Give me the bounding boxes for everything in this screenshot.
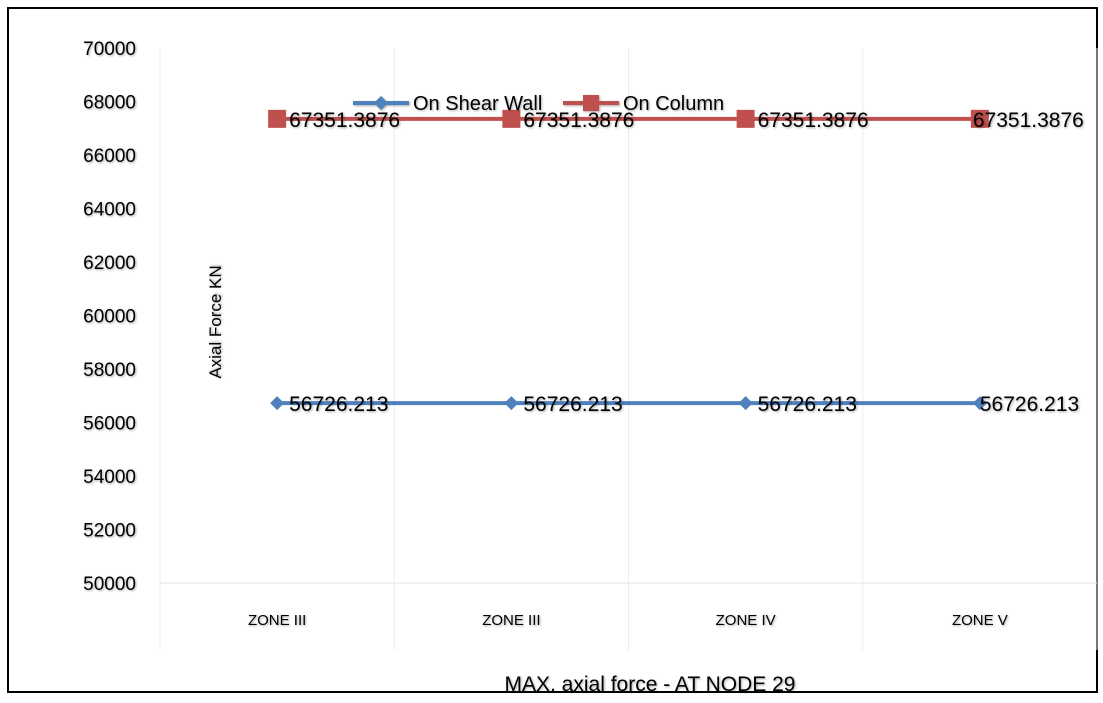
data-label: 67351.3876 [289,109,400,132]
data-point-diamond [504,396,519,411]
legend-marker-diamond [374,96,388,110]
y-tick-label: 64000 [83,200,136,221]
data-point-square [502,109,521,128]
data-label: 67351.3876 [523,109,634,132]
data-point-diamond [972,396,987,411]
y-tick-label: 54000 [83,467,136,488]
data-label: 56726.213 [523,393,622,416]
y-tick-label: 50000 [83,574,136,595]
y-tick-label: 56000 [83,414,136,435]
data-label: 67351.3876 [973,109,1084,132]
legend-label: On Column [623,93,724,115]
y-tick-label: 68000 [83,93,136,114]
x-tick-label: ZONE III [482,612,540,629]
data-point-diamond [270,396,285,411]
legend-marker-square [583,95,599,111]
x-tick-label: ZONE IV [716,612,776,629]
data-label: 67351.3876 [758,109,869,132]
y-tick-label: 66000 [83,146,136,167]
y-tick-label: 52000 [83,521,136,542]
data-label: 56726.213 [758,393,857,416]
y-axis-title: Axial Force KN [206,265,225,378]
y-tick-label: 62000 [83,253,136,274]
data-point-square [268,109,287,128]
data-point-square [970,109,989,128]
x-axis-title: MAX. axial force - AT NODE 29 [505,673,796,696]
chart-border [7,7,1098,693]
legend-label: On Shear Wall [413,93,542,115]
x-tick-label: ZONE V [952,612,1008,629]
x-tick-label: ZONE III [248,612,306,629]
data-point-square [736,109,755,128]
data-label: 56726.213 [289,393,388,416]
y-tick-label: 70000 [83,39,136,60]
data-label: 56726.213 [980,393,1079,416]
y-tick-label: 60000 [83,307,136,328]
y-tick-label: 58000 [83,360,136,381]
data-point-diamond [738,396,753,411]
